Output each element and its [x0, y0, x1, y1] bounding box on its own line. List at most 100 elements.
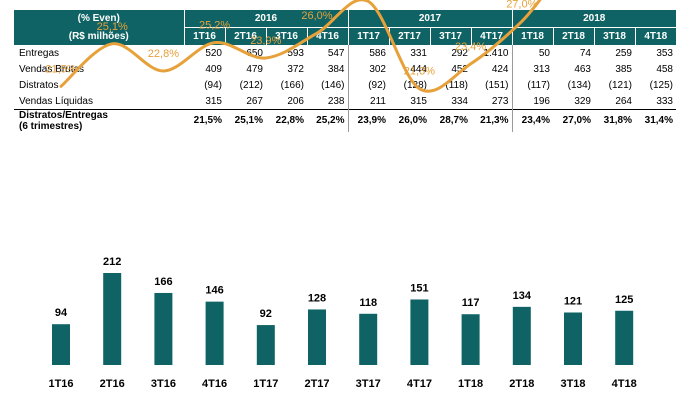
- table-cell: 315: [205, 95, 222, 107]
- table-cell: 458: [656, 63, 673, 75]
- table-cell: 74: [579, 47, 591, 59]
- line-value-label: 25,1%: [97, 21, 128, 33]
- bar-value-label: 125: [615, 294, 633, 306]
- table-cell: 547: [327, 47, 345, 59]
- bar-value-label: 128: [308, 292, 326, 304]
- table-cell: 264: [615, 95, 632, 107]
- table-cell: 259: [615, 47, 632, 59]
- table-cell: 520: [205, 47, 222, 59]
- table-cell: 372: [287, 63, 304, 75]
- bar-value-label: 146: [205, 285, 223, 297]
- table-cell: (118): [445, 79, 468, 91]
- chart-bar: [256, 325, 275, 365]
- chart-bar: [103, 273, 122, 365]
- ratio-line: [59, 0, 542, 93]
- x-tick-label: 4T16: [202, 378, 227, 390]
- table-cell: 238: [327, 95, 345, 107]
- line-value-label: 21,3%: [404, 66, 435, 78]
- bar-value-label: 121: [564, 295, 582, 307]
- quarter-header: 4T18: [634, 27, 676, 45]
- quarter-header: 1T17: [347, 27, 389, 45]
- table-cell: 650: [246, 47, 263, 59]
- table-cell: (151): [485, 79, 509, 91]
- chart-bar: [564, 312, 582, 365]
- bar-value-label: 117: [462, 297, 480, 309]
- quarter-header: 2T16: [224, 27, 266, 45]
- ratio-cell: 23,4%: [511, 109, 553, 132]
- table-cell: 353: [656, 47, 673, 59]
- line-value-label: 25,2%: [199, 20, 230, 32]
- ratio-cell: 31,8%: [594, 109, 635, 132]
- ratio-label-line-2: (6 trimestres): [19, 121, 83, 132]
- bar-value-label: 166: [154, 276, 172, 288]
- table-cell: (121): [608, 79, 632, 91]
- ratio-cell: 25,2%: [307, 109, 348, 132]
- table-cell: (134): [567, 79, 591, 91]
- x-tick-label: 3T16: [151, 378, 176, 390]
- table-cell: 196: [511, 93, 553, 110]
- bar-value-label: 134: [513, 290, 532, 302]
- table-cell: 424: [491, 63, 509, 75]
- chart-bar: [410, 299, 429, 365]
- table-cell: (92): [347, 77, 389, 93]
- chart-bar: [359, 313, 378, 365]
- table-cell: 479: [246, 63, 263, 75]
- table-cell: (146): [321, 79, 345, 91]
- table-cell: 444: [410, 63, 427, 75]
- ratio-cell: 26,0%: [389, 109, 430, 132]
- line-value-label: 21,5%: [45, 63, 76, 75]
- chart-bar: [52, 324, 70, 365]
- line-value-label: 22,8%: [148, 48, 179, 60]
- ratio-cell: 28,7%: [430, 109, 471, 132]
- row-label: Distratos: [19, 79, 59, 91]
- bar-value-label: 92: [260, 308, 272, 320]
- table-cell: 452: [451, 63, 468, 75]
- year-header: 2016: [183, 10, 348, 28]
- x-tick-label: 1T17: [253, 378, 278, 390]
- table-cell: 593: [287, 47, 304, 59]
- quarter-header: 2T17: [388, 27, 430, 45]
- year-header: 2017: [347, 10, 512, 28]
- bar-value-label: 94: [55, 307, 68, 319]
- chart-bar: [615, 310, 634, 365]
- quarter-header: 2T18: [552, 27, 594, 45]
- x-tick-label: 3T17: [356, 378, 381, 390]
- x-tick-label: 2T16: [100, 378, 125, 390]
- ratio-cell: 23,9%: [347, 109, 389, 132]
- row-label: Vendas Líquidas: [19, 95, 93, 107]
- table-cell: 329: [574, 95, 591, 107]
- quarter-header: 3T18: [593, 27, 635, 45]
- table-cell: 463: [574, 63, 591, 75]
- row-label: Entregas: [19, 47, 60, 59]
- line-value-label: 23,9%: [250, 35, 281, 47]
- table-cell: 385: [615, 63, 632, 75]
- table-cell: 333: [656, 95, 673, 107]
- data-table: (% Even) 2016 2017 2018 (R$ milhões) 1T1…: [14, 10, 676, 132]
- table-cell: 331: [410, 47, 427, 59]
- line-value-label: 26,0%: [301, 10, 332, 22]
- ratio-row-label: Distratos/Entregas (6 trimestres): [14, 109, 184, 132]
- quarter-header: 3T16: [265, 27, 307, 45]
- ratio-cell: 25,1%: [225, 109, 266, 132]
- x-tick-label: 3T18: [560, 378, 585, 390]
- table-cell: 409: [205, 63, 222, 75]
- bar-value-label: 212: [103, 256, 121, 268]
- x-tick-label: 1T16: [48, 378, 73, 390]
- chart-bar: [154, 292, 173, 365]
- ratio-cell: 27,0%: [553, 109, 594, 132]
- table-cell: (166): [280, 79, 304, 91]
- table-row: Vendas Líquidas 315 267 206 238 211 315 334 273 1…: [14, 93, 676, 110]
- x-tick-label: 4T17: [407, 378, 432, 390]
- line-value-label: 23,4%: [455, 41, 486, 53]
- table-cell: 273: [491, 95, 509, 107]
- ratio-label-line-1: Distratos/Entregas: [19, 110, 108, 121]
- table-cell: 267: [246, 95, 263, 107]
- table-cell: 334: [451, 95, 468, 107]
- chart-bar: [461, 314, 480, 365]
- ratio-cell: 21,5%: [184, 109, 225, 132]
- ratio-cell: 21,3%: [471, 109, 512, 132]
- table-cell: 586: [347, 45, 389, 61]
- ratio-cell: 31,4%: [635, 109, 676, 132]
- quarter-header: 1T18: [511, 27, 553, 45]
